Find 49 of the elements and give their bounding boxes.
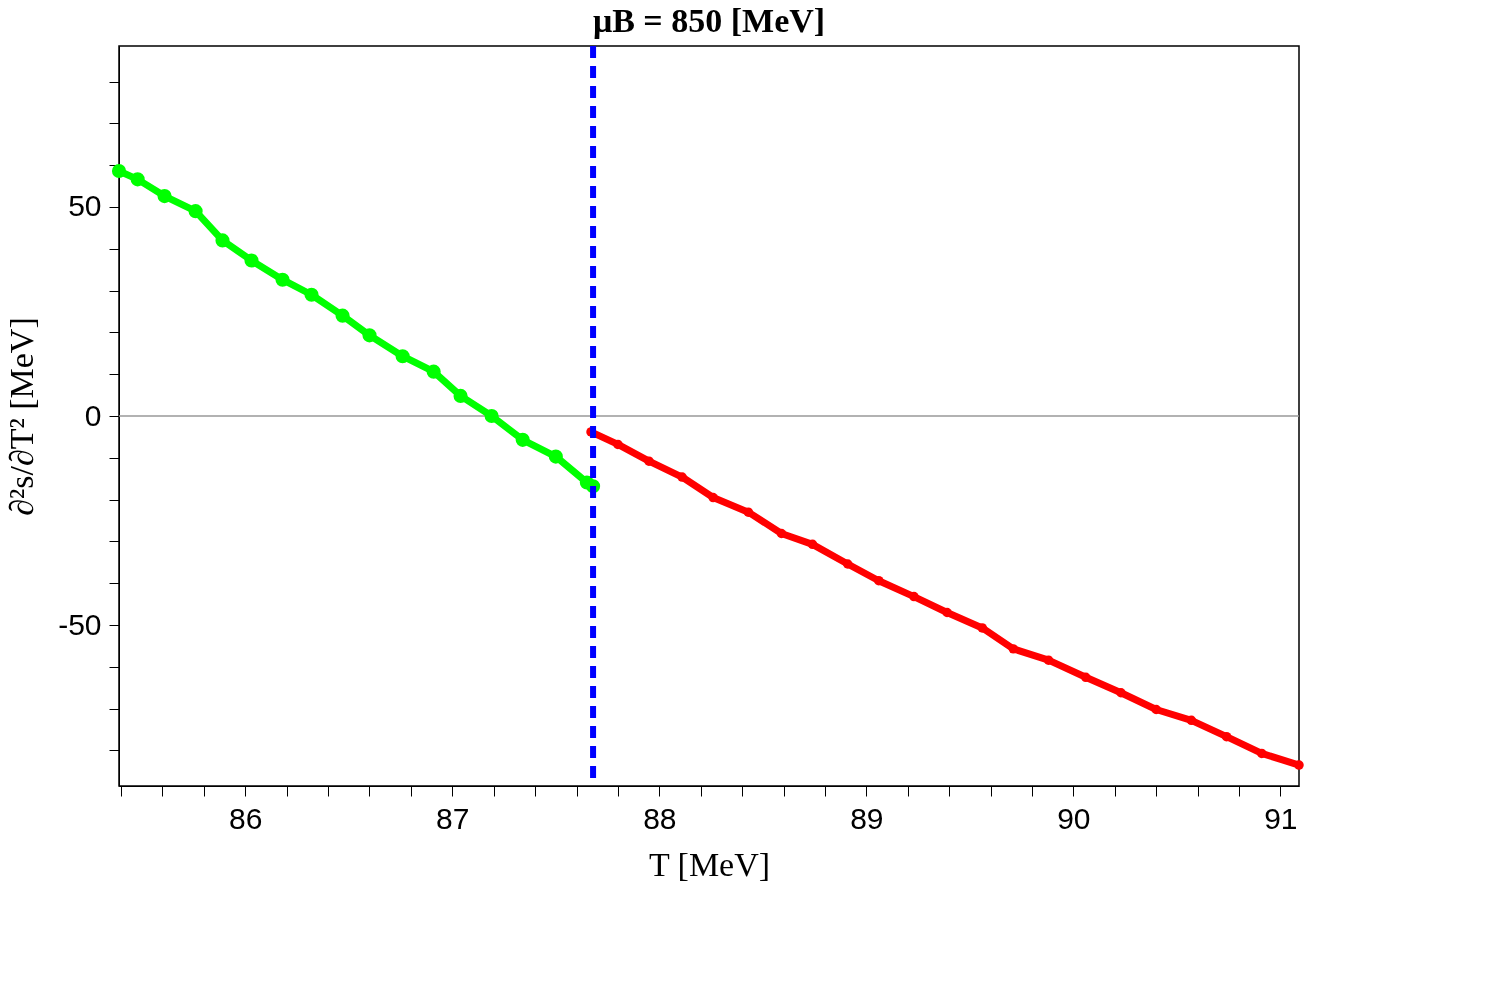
point [1186, 715, 1197, 726]
point [215, 233, 230, 248]
point [130, 172, 145, 187]
point [1008, 644, 1019, 654]
point [613, 439, 623, 450]
y-tick-label: 50 [68, 189, 102, 223]
y-tick-label: -50 [58, 607, 102, 641]
point [244, 253, 259, 268]
point [335, 308, 350, 323]
point [484, 408, 499, 424]
point [1151, 704, 1161, 715]
point [515, 432, 530, 447]
chart-title: μB = 850 [MeV] [592, 2, 826, 39]
point [275, 272, 290, 287]
point [362, 328, 377, 343]
point [977, 623, 988, 633]
point [304, 287, 319, 302]
y-tick-label: 0 [84, 398, 102, 432]
point [776, 528, 787, 539]
point [395, 349, 410, 364]
point [111, 163, 127, 179]
point [1081, 672, 1091, 683]
point [426, 364, 441, 379]
x-tick-label: 89 [850, 801, 884, 835]
point [1221, 731, 1232, 742]
x-axis-title: T [MeV] [648, 845, 771, 883]
point [942, 607, 952, 618]
point [743, 507, 754, 517]
point [874, 575, 884, 586]
point [1043, 655, 1054, 665]
point [188, 204, 203, 219]
x-tick-label: 88 [643, 801, 677, 835]
point [909, 591, 919, 602]
x-tick-label: 86 [229, 801, 263, 835]
x-tick-label: 87 [436, 801, 470, 835]
point [807, 539, 818, 550]
point [1294, 760, 1304, 770]
x-tick-label: 91 [1264, 801, 1298, 835]
point [1116, 688, 1126, 698]
y-axis-title: ∂²s/∂T² [MeV] [3, 317, 41, 516]
point [677, 472, 687, 482]
point [708, 492, 718, 503]
x-tick-label: 90 [1057, 801, 1091, 835]
point [157, 189, 172, 204]
point [1256, 748, 1267, 759]
point [842, 559, 853, 569]
point [644, 456, 654, 466]
point [453, 388, 468, 403]
point [548, 449, 563, 464]
